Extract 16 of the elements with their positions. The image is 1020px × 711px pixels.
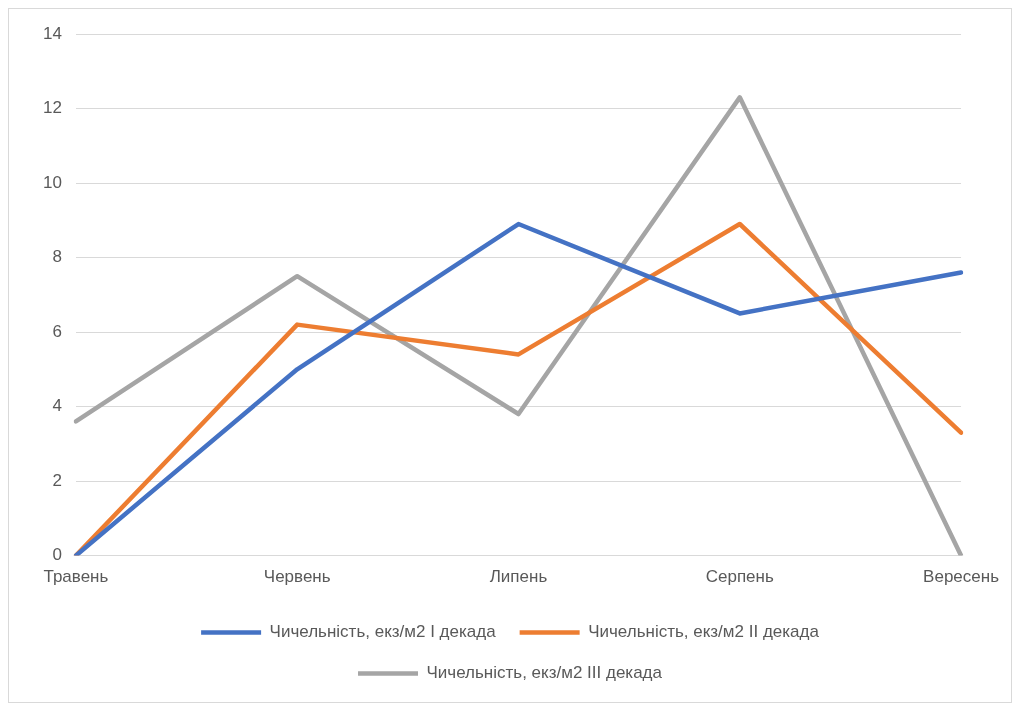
legend-label: Чичельність, екз/м2 III декада <box>426 663 663 683</box>
y-tick-label: 6 <box>52 321 62 341</box>
y-tick-label: 12 <box>42 98 62 118</box>
x-tick-label: Травень <box>43 567 109 587</box>
x-tick-label: Вересень <box>923 567 1000 587</box>
y-tick-label: 10 <box>42 172 62 192</box>
x-tick-label: Серпень <box>705 567 774 587</box>
legend-label: Чичельність, екз/м2 I декада <box>269 622 497 642</box>
legend-label: Чичельність, екз/м2 II декада <box>588 622 820 642</box>
x-tick-label: Червень <box>263 567 331 587</box>
y-tick-label: 2 <box>52 470 62 490</box>
y-tick-label: 8 <box>52 247 62 267</box>
y-tick-label: 4 <box>52 396 62 416</box>
x-tick-label: Липень <box>489 567 548 587</box>
y-tick-label: 0 <box>52 545 62 565</box>
y-tick-label: 14 <box>42 23 62 43</box>
